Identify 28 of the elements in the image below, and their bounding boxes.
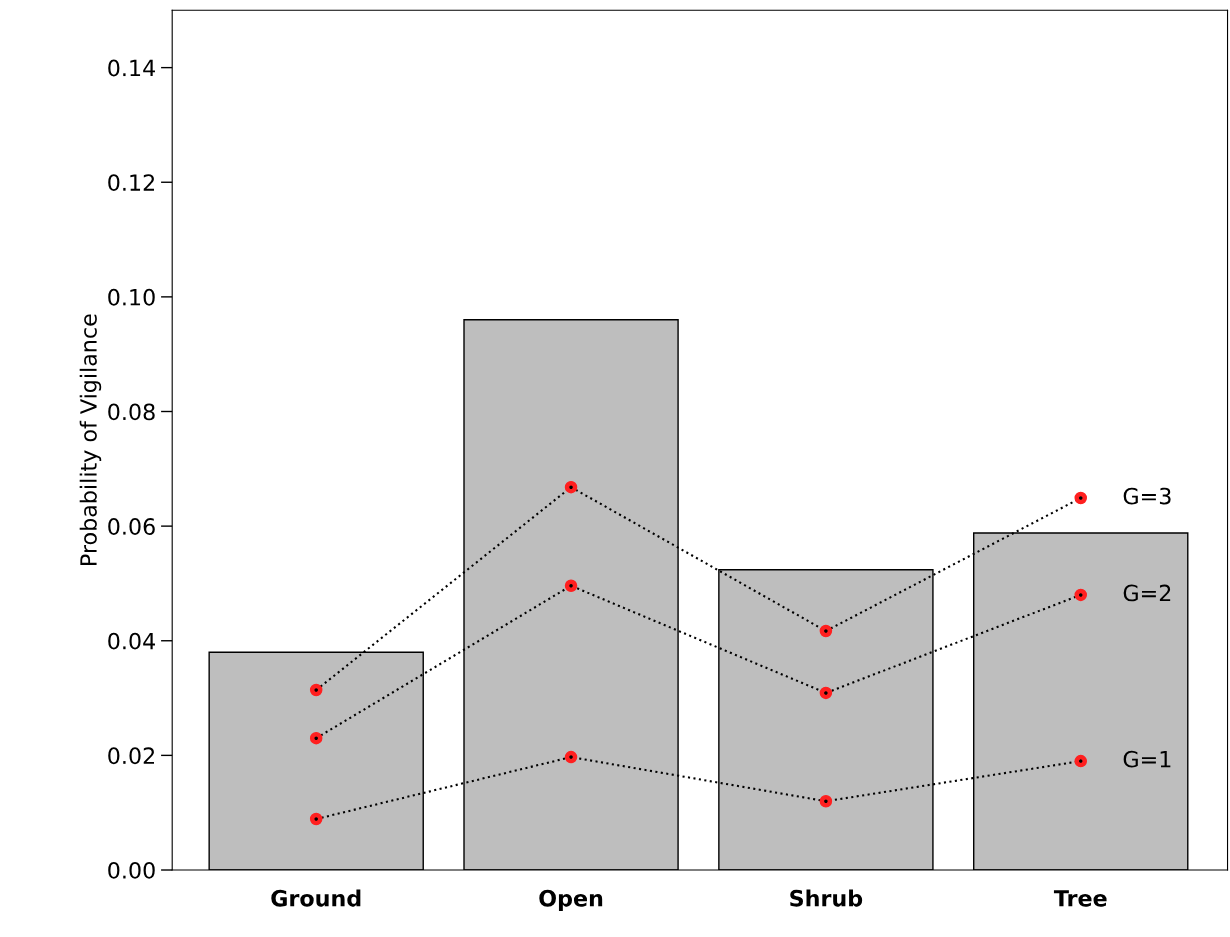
point (819, 686, 833, 700)
y-tick-label: 0.02 (108, 747, 154, 765)
y-tick-label: 0.12 (108, 174, 154, 192)
x-tick-label: Shrub (790, 889, 863, 907)
point (1074, 491, 1087, 505)
point (564, 750, 578, 764)
y-axis-title: Probability of Vigilance (79, 314, 102, 565)
y-tick-label: 0.04 (108, 632, 155, 650)
x-tick-label: Ground (271, 889, 361, 907)
point (309, 731, 323, 745)
y-tick-label: 0.06 (108, 518, 155, 535)
point (564, 480, 578, 494)
series-label: G=3 (1123, 487, 1171, 505)
point (309, 812, 323, 826)
series-label: G=2 (1123, 584, 1171, 602)
point (819, 624, 833, 638)
y-tick-label: 0.14 (108, 59, 155, 77)
y-tick-label: 0.08 (108, 403, 155, 421)
x-tick-label: Open (539, 889, 603, 911)
x-tick-label: Tree (1053, 890, 1107, 907)
series-label: G=1 (1123, 750, 1171, 768)
point (309, 683, 323, 697)
point (1074, 754, 1087, 768)
point (1074, 588, 1087, 602)
y-tick-label: 0.00 (108, 861, 155, 879)
point (819, 794, 833, 808)
point (564, 579, 578, 592)
y-tick-label: 0.10 (108, 288, 155, 306)
